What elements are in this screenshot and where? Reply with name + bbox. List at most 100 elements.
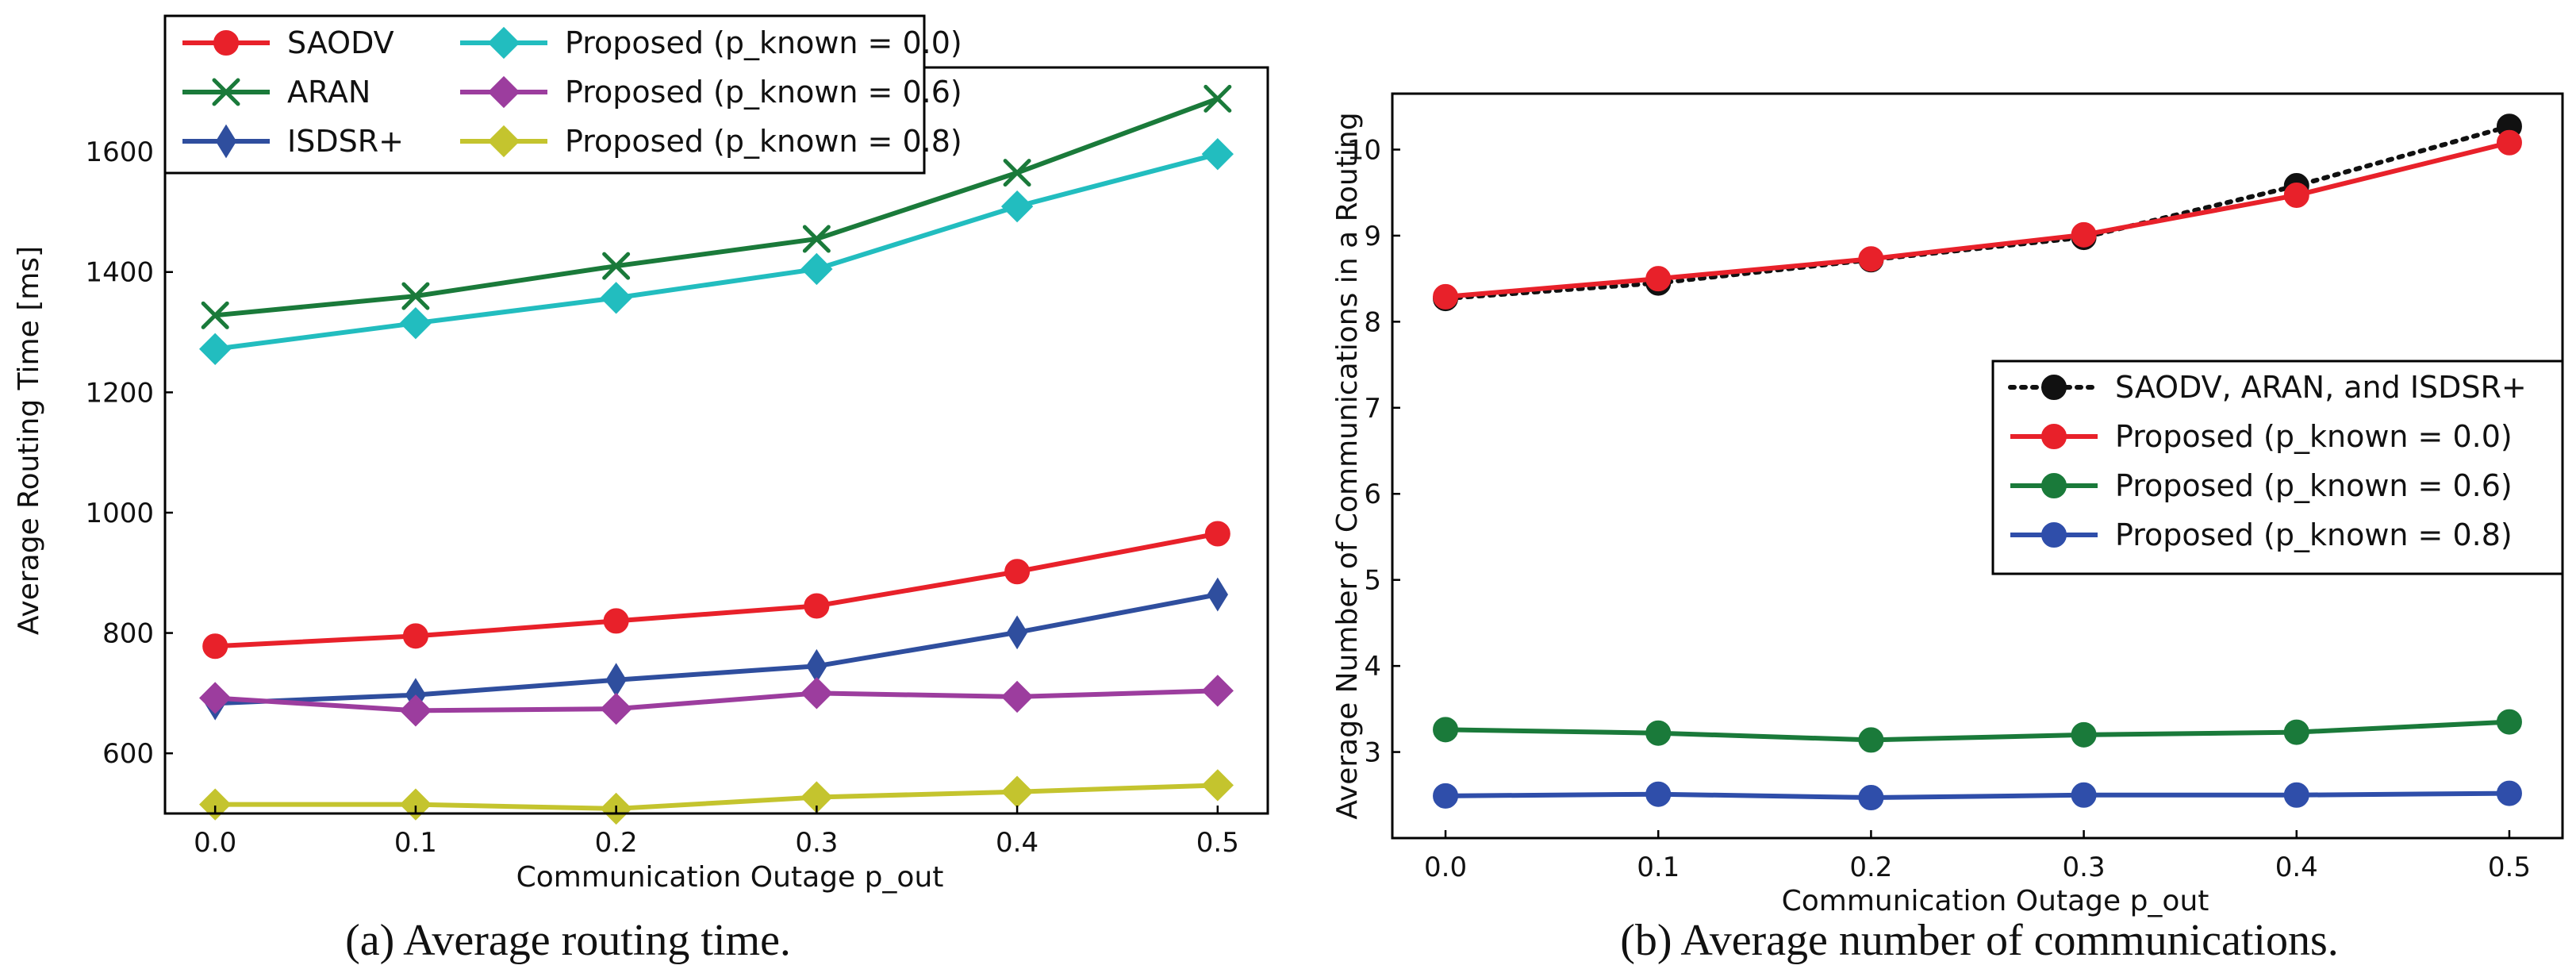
series-proposed-p-known-0-6 [1433,709,2522,753]
x-tick-label: 0.3 [795,827,838,859]
data-point-proposed-p-known-0-8 [1433,783,1459,809]
legend-label-saodv: SAODV [287,25,394,60]
data-point-proposed-p-known-0-8 [199,788,232,821]
series-line-proposed-p-known-0-6 [214,688,1218,713]
series-aran [201,84,1232,329]
chart-a-legend: SAODV ARAN ISDSR+ Proposed (p_known = 0.0) P… [163,14,962,175]
x-tick-label: 0.4 [996,827,1038,859]
series-proposed-p-known-0-8 [1433,780,2522,811]
legend-marker-proposed-p-known-0-0 [2041,424,2067,449]
x-tick-label: 0.2 [595,827,638,859]
legend-label-proposed-p-known-0-0: Proposed (p_known = 0.0) [565,25,962,60]
data-point-aran [201,301,229,329]
data-point-proposed-p-known-0-0 [1201,137,1234,171]
y-tick-label: 800 [102,618,154,650]
legend-marker-saodv [213,30,239,56]
chart-a-xlabel: Communication Outage p_out [516,861,944,894]
series-saodv-aran-and-isdsr [1433,113,2522,312]
chart-b: 0.0 0.1 0.2 0.3 0.4 0.5 3 4 5 6 7 8 9 10 Communicatio… [1331,92,2564,965]
series-line-proposed-p-known-0-0 [214,152,1219,352]
data-point-proposed-p-known-0-6 [1433,717,1459,743]
data-point-proposed-p-known-0-0 [800,252,833,286]
data-point-proposed-p-known-0-8 [1000,775,1034,808]
chart-b-caption: (b) Average number of communications. [1620,916,2339,965]
x-tick-label: 0.1 [394,827,437,859]
legend-label-proposed-p-known-0-8: Proposed (p_known = 0.8) [2115,517,2513,552]
y-tick-label: 1600 [85,137,154,168]
series-proposed-p-known-0-0 [1433,129,2522,310]
data-point-proposed-p-known-0-6 [399,694,432,727]
x-tick-label: 0.0 [194,827,236,859]
data-point-proposed-p-known-0-0 [1433,283,1459,310]
x-tick-label: 0.0 [1424,852,1467,883]
series-line-proposed-p-known-0-6 [1445,719,2510,743]
y-tick-label: 3 [1364,737,1381,769]
data-point-aran [401,282,430,310]
legend-marker-aran-stroke-2 [212,78,240,106]
data-point-aran [1204,84,1232,113]
series-line-saodv [215,531,1219,649]
data-point-saodv [202,633,228,660]
data-point-proposed-p-known-0-8 [1645,781,1672,807]
data-point-proposed-p-known-0-0 [199,333,232,365]
chart-b-xlabel: Communication Outage p_out [1782,885,2209,917]
chart-b-ylabel: Average Number of Communications in a Ro… [1331,112,1364,819]
series-saodv [202,521,1230,660]
data-point-aran-stroke-2 [1204,84,1232,113]
legend-marker-proposed-p-known-0-0 [487,26,520,60]
data-point-proposed-p-known-0-8 [1858,785,1884,811]
data-point-saodv [804,593,830,619]
data-point-aran-stroke-2 [201,301,229,329]
series-proposed-p-known-0-8 [199,769,1234,825]
x-tick-label: 0.1 [1637,852,1680,883]
y-tick-label: 1000 [85,498,154,529]
data-point-proposed-p-known-0-8 [2071,782,2097,808]
series-proposed-p-known-0-0 [199,137,1234,365]
data-point-proposed-p-known-0-0 [399,307,432,340]
data-point-aran-stroke-2 [602,252,631,280]
data-point-proposed-p-known-0-6 [1858,727,1884,753]
y-tick-label: 6 [1364,479,1381,510]
y-tick-label: 600 [102,738,154,770]
data-point-proposed-p-known-0-0 [1645,266,1672,292]
legend-label-proposed-p-known-0-8: Proposed (p_known = 0.8) [565,124,962,159]
series-proposed-p-known-0-6 [199,675,1234,727]
data-point-proposed-p-known-0-6 [199,682,232,714]
data-point-aran [1003,159,1031,187]
data-point-saodv [1004,559,1031,585]
legend-box [1991,360,2564,575]
chart-a-ylabel: Average Routing Time [ms] [13,246,45,635]
chart-b-legend: SAODV, ARAN, and ISDSR+ Proposed (p_known… [1991,360,2564,575]
data-point-proposed-p-known-0-8 [399,788,432,821]
legend-label-proposed-p-known-0-0: Proposed (p_known = 0.0) [2115,419,2513,454]
data-point-saodv [402,623,428,649]
data-point-proposed-p-known-0-6 [600,692,632,725]
data-point-saodv [603,608,629,634]
legend-marker-isdsr [215,124,237,159]
data-point-aran-stroke-2 [401,282,430,310]
legend-label-proposed-p-known-0-6: Proposed (p_known = 0.6) [2115,468,2513,503]
legend-marker-proposed-p-known-0-6 [487,75,520,109]
series-line-proposed-p-known-0-8 [1445,790,2509,801]
series-line-proposed-p-known-0-8 [215,783,1218,811]
legend-label-saodv-aran-and-isdsr: SAODV, ARAN, and ISDSR+ [2115,370,2527,405]
x-tick-label: 0.3 [2063,852,2106,883]
data-point-proposed-p-known-0-0 [1858,246,1884,272]
data-point-isdsr [1207,577,1228,612]
series-line-saodv-aran-and-isdsr [1443,124,2512,302]
chart-a-caption: (a) Average routing time. [345,916,791,965]
data-point-proposed-p-known-0-8 [1201,769,1234,802]
data-point-proposed-p-known-0-0 [2283,182,2309,208]
data-point-proposed-p-known-0-6 [800,677,833,710]
data-point-aran-stroke-2 [802,225,831,253]
y-tick-label: 1200 [85,377,154,409]
data-point-proposed-p-known-0-8 [2283,782,2309,808]
data-point-proposed-p-known-0-6 [1000,680,1034,713]
y-tick-label: 9 [1364,221,1381,252]
data-point-saodv [1204,521,1230,547]
x-tick-label: 0.5 [1196,827,1239,859]
x-tick-label: 0.4 [2275,852,2318,883]
data-point-proposed-p-known-0-0 [1000,190,1034,223]
chart-b-series-layer [1433,113,2522,811]
